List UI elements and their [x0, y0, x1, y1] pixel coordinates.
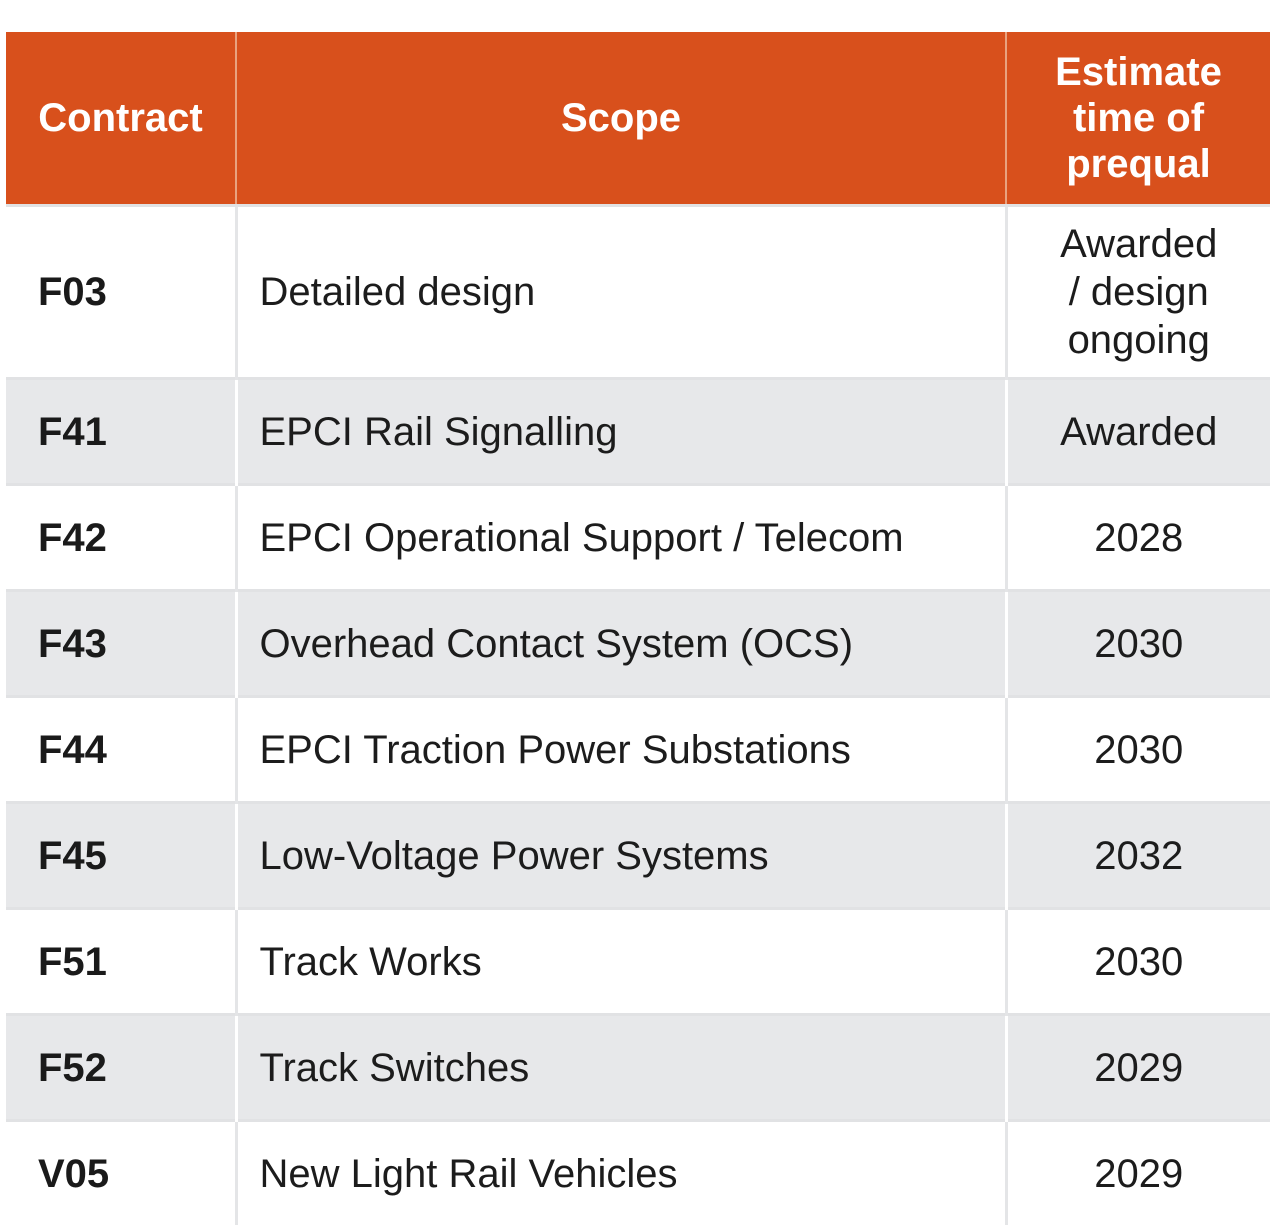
table-row: F41 EPCI Rail Signalling Awarded — [6, 377, 1270, 485]
prequal-table: Contract Scope Estimate time of prequal … — [6, 32, 1270, 1225]
scope-cell: EPCI Operational Support / Telecom — [234, 483, 1006, 591]
header-estimate-line: Estimate — [1055, 50, 1222, 94]
estimate-cell: Awarded — [1004, 377, 1270, 485]
estimate-cell: Awarded / design ongoing — [1004, 204, 1270, 379]
contract-cell: F51 — [6, 907, 236, 1015]
scope-cell: Low-Voltage Power Systems — [234, 801, 1006, 909]
estimate-line: Awarded — [1060, 222, 1218, 266]
estimate-cell: 2032 — [1004, 801, 1270, 909]
table-row: F42 EPCI Operational Support / Telecom 2… — [6, 483, 1270, 591]
scope-cell: Track Switches — [234, 1013, 1006, 1121]
estimate-cell: 2028 — [1004, 483, 1270, 591]
header-scope: Scope — [235, 32, 1006, 206]
estimate-line: ongoing — [1067, 318, 1210, 362]
header-estimate-line: time of — [1072, 96, 1205, 140]
estimate-cell: 2029 — [1004, 1119, 1270, 1225]
scope-cell: New Light Rail Vehicles — [234, 1119, 1006, 1225]
table-row: F03 Detailed design Awarded / design ong… — [6, 204, 1270, 379]
scope-cell: EPCI Rail Signalling — [234, 377, 1006, 485]
estimate-cell: 2030 — [1004, 907, 1270, 1015]
header-estimate-line: prequal — [1066, 142, 1211, 186]
header-contract: Contract — [6, 32, 236, 206]
contract-cell: V05 — [6, 1119, 236, 1225]
table-row: V05 New Light Rail Vehicles 2029 — [6, 1119, 1270, 1225]
estimate-line: / design — [1068, 270, 1209, 314]
contract-cell: F45 — [6, 801, 236, 909]
contract-cell: F41 — [6, 377, 236, 485]
scope-cell: EPCI Traction Power Substations — [234, 695, 1006, 803]
table-row: F51 Track Works 2030 — [6, 907, 1270, 1015]
contract-cell: F44 — [6, 695, 236, 803]
contract-cell: F42 — [6, 483, 236, 591]
scope-cell: Track Works — [234, 907, 1006, 1015]
scope-cell: Overhead Contact System (OCS) — [234, 589, 1006, 697]
table-row: F43 Overhead Contact System (OCS) 2030 — [6, 589, 1270, 697]
table-row: F45 Low-Voltage Power Systems 2032 — [6, 801, 1270, 909]
contract-cell: F03 — [6, 204, 236, 379]
table-row: F44 EPCI Traction Power Substations 2030 — [6, 695, 1270, 803]
estimate-cell: 2029 — [1004, 1013, 1270, 1121]
contract-cell: F52 — [6, 1013, 236, 1121]
table-header-row: Contract Scope Estimate time of prequal — [6, 32, 1270, 206]
prequal-table-container: Contract Scope Estimate time of prequal … — [6, 32, 1270, 1225]
header-estimate: Estimate time of prequal — [1005, 32, 1270, 206]
table-row: F52 Track Switches 2029 — [6, 1013, 1270, 1121]
estimate-cell: 2030 — [1004, 695, 1270, 803]
contract-cell: F43 — [6, 589, 236, 697]
estimate-cell: 2030 — [1004, 589, 1270, 697]
scope-cell: Detailed design — [234, 204, 1006, 379]
